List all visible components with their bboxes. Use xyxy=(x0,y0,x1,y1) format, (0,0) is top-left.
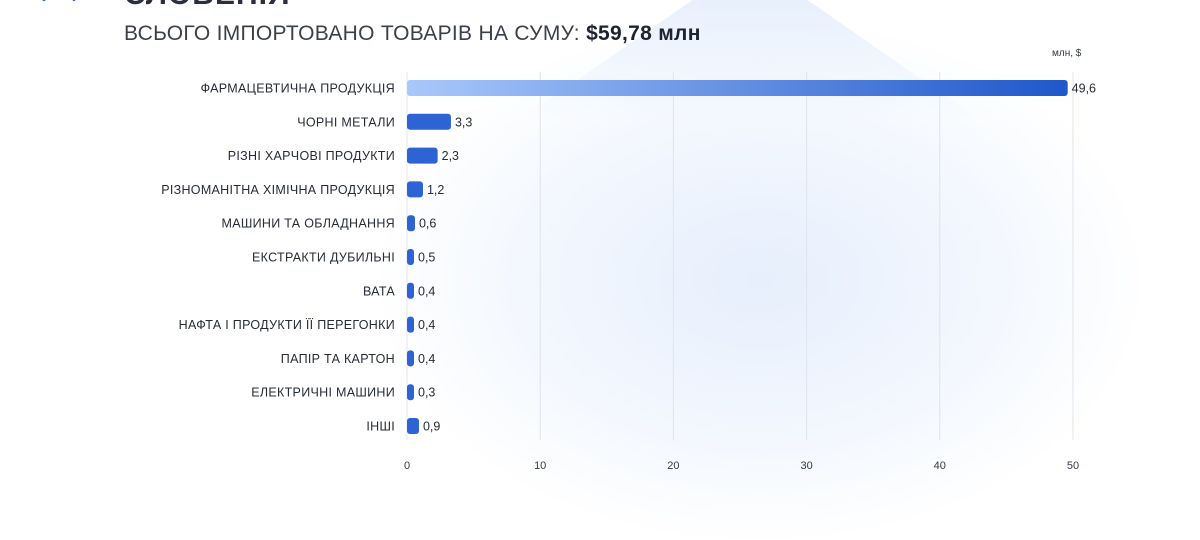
value-label: 0,5 xyxy=(418,251,435,265)
subtitle-prefix: ВСЬОГО ІМПОРТОВАНО ТОВАРІВ НА СУМУ: xyxy=(124,22,580,45)
category-label: ІНШІ xyxy=(366,420,395,434)
bar xyxy=(407,384,414,401)
chart-subtitle: ВСЬОГО ІМПОРТОВАНО ТОВАРІВ НА СУМУ: $59,… xyxy=(124,22,701,46)
category-label: ЕКСТРАКТИ ДУБИЛЬНІ xyxy=(252,251,395,265)
value-label: 0,4 xyxy=(418,318,435,332)
category-label: ВАТА xyxy=(363,284,395,298)
value-label: 3,3 xyxy=(455,115,472,129)
value-label: 0,4 xyxy=(418,284,435,298)
category-label: РІЗНІ ХАРЧОВІ ПРОДУКТИ xyxy=(228,149,395,163)
category-label: РІЗНОМАНІТНА ХІМІЧНА ПРОДУКЦІЯ xyxy=(161,183,395,197)
x-tick-label: 40 xyxy=(934,460,946,472)
category-label: ЕЛЕКТРИЧНІ МАШИНИ xyxy=(251,386,395,400)
value-label: 2,3 xyxy=(442,149,459,163)
unit-label: млн, $ xyxy=(1052,48,1082,59)
category-label: НАФТА І ПРОДУКТИ ЇЇ ПЕРЕГОНКИ xyxy=(179,318,395,332)
x-tick-label: 10 xyxy=(534,460,546,472)
x-tick-label: 50 xyxy=(1067,460,1079,472)
bar xyxy=(407,316,414,333)
value-label: 0,4 xyxy=(418,352,435,366)
bar xyxy=(407,418,419,434)
bar xyxy=(407,350,414,367)
x-tick-label: 20 xyxy=(667,460,679,472)
bar xyxy=(407,147,438,164)
category-label: ФАРМАЦЕВТИЧНА ПРОДУКЦІЯ xyxy=(201,82,395,96)
category-label: ПАПІР ТА КАРТОН xyxy=(281,352,395,366)
value-label: 49,6 xyxy=(1072,82,1096,96)
value-label: 0,9 xyxy=(423,420,440,434)
value-label: 0,6 xyxy=(419,217,436,231)
category-label: ЧОРНІ МЕТАЛИ xyxy=(297,115,395,129)
bar xyxy=(407,215,415,232)
bar xyxy=(407,113,451,130)
subtitle-value: $59,78 млн xyxy=(586,22,701,45)
value-label: 0,3 xyxy=(418,386,435,400)
bar-chart: 0 10 20 30 40 50 ФАРМАЦЕВТИЧНА ПРОДУКЦІЯ 49,6 ЧО… xyxy=(161,72,1096,472)
category-label: МАШИНИ ТА ОБЛАДНАННЯ xyxy=(222,217,396,231)
bar xyxy=(407,181,423,198)
bar xyxy=(407,249,414,265)
x-tick-label: 0 xyxy=(404,460,410,472)
page-title: СЛОВЕНІЯ xyxy=(124,0,291,12)
bar xyxy=(407,80,1068,96)
bar xyxy=(407,282,414,299)
x-tick-label: 30 xyxy=(800,460,812,472)
value-label: 1,2 xyxy=(427,183,444,197)
